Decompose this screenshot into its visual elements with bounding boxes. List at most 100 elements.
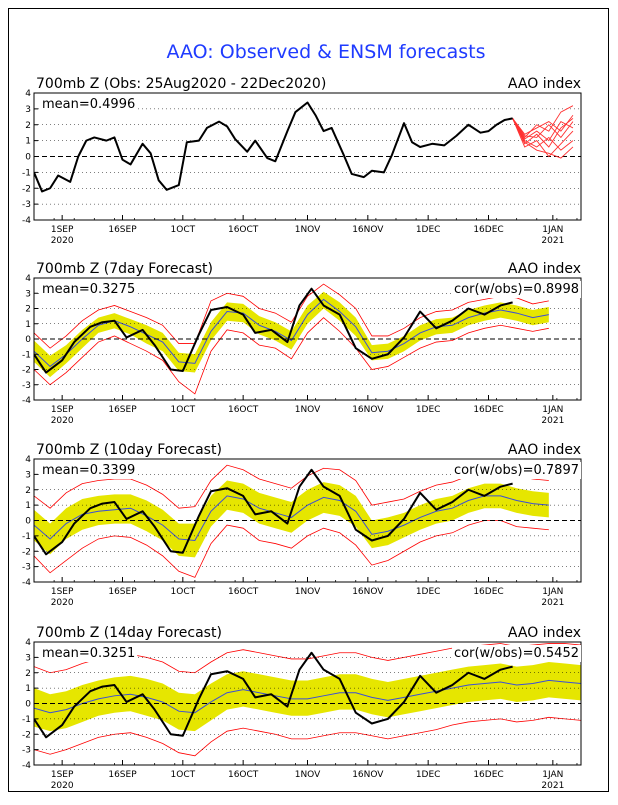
x-tick-label: 1NOV <box>295 225 321 235</box>
correlation-label: cor(w/obs)=0.7897 <box>454 463 579 478</box>
x-tick-label: 1DEC <box>416 405 441 415</box>
y-tick-label: -3 <box>22 563 31 573</box>
mean-label: mean=0.3275 <box>42 282 135 297</box>
plot-area <box>34 101 581 205</box>
x-tick-label: 1SEP <box>51 587 74 597</box>
x-tick-label: 1SEP <box>51 225 74 235</box>
y-tick-label: 3 <box>25 470 31 480</box>
mean-label: mean=0.4996 <box>42 97 135 112</box>
y-tick-label: -4 <box>22 578 31 588</box>
x-tick-label: 16NOV <box>352 405 384 415</box>
y-tick-label: -1 <box>22 715 31 725</box>
ensemble-spread-band <box>34 661 581 732</box>
ensemble-member-line <box>512 118 574 148</box>
y-tick-label: 2 <box>25 121 31 131</box>
y-tick-label: 1 <box>25 137 31 147</box>
y-tick-label: -3 <box>22 746 31 756</box>
y-tick-label: -4 <box>22 216 31 226</box>
mean-label-bg <box>40 462 138 479</box>
correlation-label-bg <box>452 645 581 662</box>
panel-4: 700mb Z (14day Forecast) AAO index 4 3 2 1 0 -1… <box>22 625 582 791</box>
x-tick-label: 1DEC <box>416 770 441 780</box>
ensemble-member-line <box>512 114 574 135</box>
x-tick-label: 16NOV <box>352 225 384 235</box>
x-year-label: 2020 <box>51 416 74 426</box>
panel-3: 700mb Z (10day Forecast) AAO index 4 3 2 1 0 -1… <box>22 442 582 608</box>
forecast-min-line <box>34 716 581 757</box>
x-tick-label: 16NOV <box>352 770 384 780</box>
x-tick-label: 16NOV <box>352 587 384 597</box>
y-tick-label: 3 <box>25 653 31 663</box>
x-tick-label: 16DEC <box>473 405 503 415</box>
correlation-label: cor(w/obs)=0.8998 <box>454 282 579 297</box>
x-tick-label: 16OCT <box>228 770 259 780</box>
mean-label-bg <box>40 281 138 298</box>
y-tick-label: -2 <box>22 184 31 194</box>
x-year-label: 2020 <box>51 236 74 246</box>
forecast-min-line <box>34 520 549 578</box>
plot-area <box>34 283 581 395</box>
forecast-mean-line <box>34 679 581 714</box>
x-tick-label: 16OCT <box>228 587 259 597</box>
y-tick-label: 0 <box>25 700 31 710</box>
ensemble-member-line <box>512 118 574 159</box>
forecast-mean-line <box>34 298 549 368</box>
correlation-label-bg <box>452 281 581 298</box>
plot-area <box>34 643 581 757</box>
y-tick-label: -3 <box>22 200 31 210</box>
observed-line <box>34 468 513 556</box>
x-year-label: 2020 <box>51 598 74 608</box>
x-tick-label: 1JAN <box>542 405 563 415</box>
y-tick-label: 1 <box>25 684 31 694</box>
x-tick-label: 1OCT <box>171 770 196 780</box>
x-year-label: 2020 <box>51 781 74 791</box>
y-tick-label: -3 <box>22 381 31 391</box>
y-tick-label: 1 <box>25 320 31 330</box>
x-tick-label: 16DEC <box>473 770 503 780</box>
panel-2: 700mb Z (7day Forecast) AAO index 4 3 2 1 0 -1 -… <box>22 261 582 426</box>
ensemble-member-line <box>512 118 574 151</box>
x-tick-label: 16SEP <box>108 770 137 780</box>
x-tick-label: 16DEC <box>473 225 503 235</box>
y-tick-label: 3 <box>25 105 31 115</box>
panel-title: 700mb Z (Obs: 25Aug2020 - 22Dec2020) <box>36 76 326 92</box>
x-tick-label: 16OCT <box>228 405 259 415</box>
y-tick-label: -2 <box>22 547 31 557</box>
forecast-max-line <box>34 283 549 349</box>
x-year-label: 2021 <box>541 416 564 426</box>
x-year-label: 2021 <box>541 236 564 246</box>
y-tick-label: 4 <box>25 89 31 99</box>
mean-label-bg <box>40 645 138 662</box>
observed-line <box>34 287 513 374</box>
panel-index-label: AAO index <box>508 625 581 641</box>
y-tick-label: 4 <box>25 274 31 284</box>
y-tick-label: 0 <box>25 517 31 527</box>
panel-title: 700mb Z (7day Forecast) <box>36 261 213 277</box>
x-tick-label: 16SEP <box>108 405 137 415</box>
observed-line <box>34 651 513 739</box>
panel-index-label: AAO index <box>508 261 581 277</box>
panel-title: 700mb Z (14day Forecast) <box>36 625 222 641</box>
panel-index-label: AAO index <box>508 76 581 92</box>
x-tick-label: 1JAN <box>542 587 563 597</box>
y-tick-label: 2 <box>25 486 31 496</box>
x-tick-label: 1NOV <box>295 770 321 780</box>
y-tick-label: -2 <box>22 366 31 376</box>
x-tick-label: 1JAN <box>542 225 563 235</box>
ensemble-member-line <box>512 105 574 139</box>
main-title: AAO: Observed & ENSM forecasts <box>166 41 485 63</box>
panel-title: 700mb Z (10day Forecast) <box>36 442 222 458</box>
panel-1: 700mb Z (Obs: 25Aug2020 - 22Dec2020) AAO … <box>22 76 582 246</box>
x-year-label: 2021 <box>541 598 564 608</box>
x-year-label: 2021 <box>541 781 564 791</box>
x-tick-label: 1SEP <box>51 405 74 415</box>
x-tick-label: 16OCT <box>228 225 259 235</box>
y-tick-label: 4 <box>25 638 31 648</box>
x-tick-label: 1NOV <box>295 587 321 597</box>
ensemble-member-line <box>512 118 574 158</box>
x-tick-label: 16SEP <box>108 225 137 235</box>
y-tick-label: 3 <box>25 289 31 299</box>
y-tick-label: -2 <box>22 730 31 740</box>
